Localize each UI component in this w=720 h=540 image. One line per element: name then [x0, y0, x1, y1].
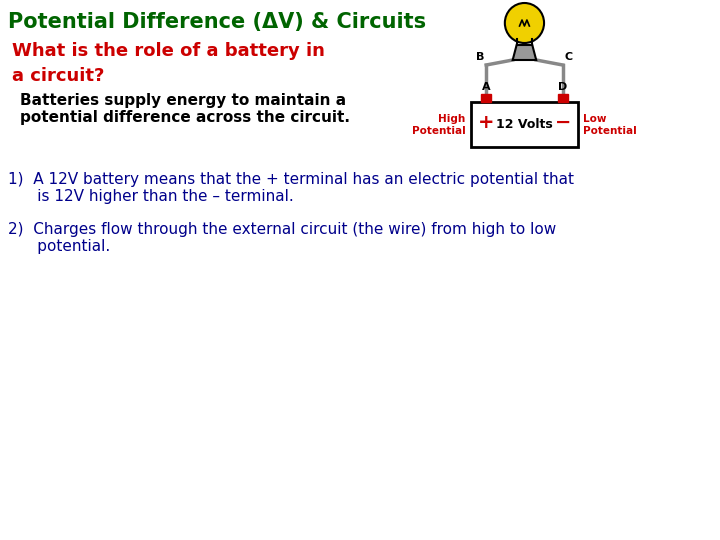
Text: Low: Low: [583, 113, 607, 124]
Text: What is the role of a battery in
a circuit?: What is the role of a battery in a circu…: [12, 42, 325, 85]
Text: Potential: Potential: [583, 125, 637, 136]
Text: Batteries supply energy to maintain a: Batteries supply energy to maintain a: [19, 93, 346, 108]
FancyBboxPatch shape: [471, 102, 578, 147]
Text: High: High: [438, 113, 466, 124]
Text: potential difference across the circuit.: potential difference across the circuit.: [19, 110, 350, 125]
Text: Potential Difference (ΔV) & Circuits: Potential Difference (ΔV) & Circuits: [8, 12, 426, 32]
Text: Potential: Potential: [412, 125, 466, 136]
Bar: [481, 94, 491, 102]
Bar: [558, 94, 567, 102]
Circle shape: [505, 3, 544, 43]
Polygon shape: [513, 45, 536, 60]
Text: +: +: [478, 113, 495, 132]
Text: D: D: [558, 82, 567, 92]
Text: 1)  A 12V battery means that the + terminal has an electric potential that: 1) A 12V battery means that the + termin…: [8, 172, 574, 187]
Text: is 12V higher than the – terminal.: is 12V higher than the – terminal.: [8, 189, 294, 204]
Text: A: A: [482, 82, 490, 92]
Text: 2)  Charges flow through the external circuit (the wire) from high to low: 2) Charges flow through the external cir…: [8, 222, 556, 237]
Text: 12 Volts: 12 Volts: [496, 118, 553, 131]
Text: B: B: [476, 52, 485, 62]
Text: potential.: potential.: [8, 239, 110, 254]
Text: C: C: [564, 52, 573, 62]
Text: −: −: [554, 113, 571, 132]
